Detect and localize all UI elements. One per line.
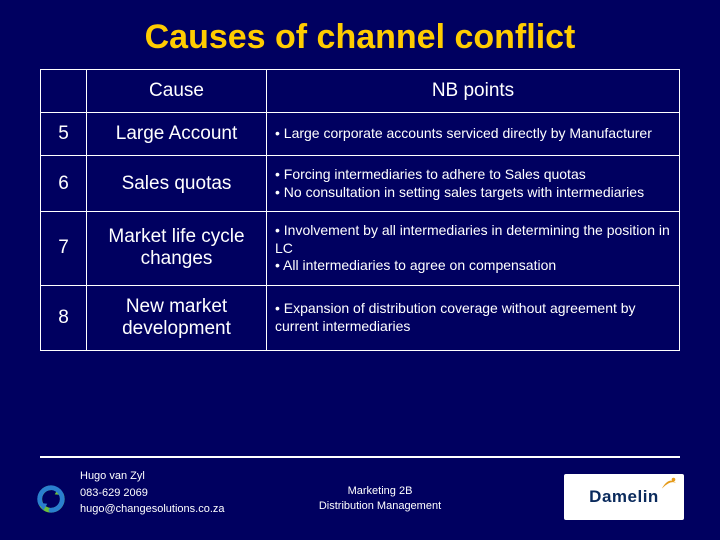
brand-name: Damelin	[589, 487, 659, 507]
table-row: 6 Sales quotas • Forcing intermediaries …	[41, 156, 680, 212]
author-phone: 083-629 2069	[80, 485, 225, 502]
col-header-blank	[41, 70, 87, 113]
slide-footer: Hugo van Zyl 083-629 2069 hugo@changesol…	[0, 456, 720, 540]
row-num: 8	[41, 285, 87, 350]
row-num: 5	[41, 113, 87, 156]
swoosh-icon	[660, 476, 678, 494]
row-cause: Large Account	[87, 113, 267, 156]
course-line2: Distribution Management	[300, 499, 460, 514]
row-num: 7	[41, 212, 87, 286]
brand-logo: Damelin	[564, 474, 684, 520]
table-row: 7 Market life cycle changes • Involvemen…	[41, 212, 680, 286]
table-row: 8 New market development • Expansion of …	[41, 285, 680, 350]
footer-divider	[40, 456, 680, 458]
course-line1: Marketing 2B	[300, 484, 460, 499]
course-block: Marketing 2B Distribution Management	[300, 484, 460, 515]
row-num: 6	[41, 156, 87, 212]
slide-title: Causes of channel conflict	[0, 0, 720, 69]
refresh-icon	[36, 484, 66, 514]
row-points: • Forcing intermediaries to adhere to Sa…	[267, 156, 680, 212]
table-header-row: Cause NB points	[41, 70, 680, 113]
row-points: • Large corporate accounts serviced dire…	[267, 113, 680, 156]
row-cause: Sales quotas	[87, 156, 267, 212]
row-cause: Market life cycle changes	[87, 212, 267, 286]
author-name: Hugo van Zyl	[80, 468, 225, 485]
row-points: • Involvement by all intermediaries in d…	[267, 212, 680, 286]
author-block: Hugo van Zyl 083-629 2069 hugo@changesol…	[80, 468, 225, 518]
row-points: • Expansion of distribution coverage wit…	[267, 285, 680, 350]
col-header-points: NB points	[267, 70, 680, 113]
table-row: 5 Large Account • Large corporate accoun…	[41, 113, 680, 156]
conflict-table: Cause NB points 5 Large Account • Large …	[40, 69, 680, 351]
author-email: hugo@changesolutions.co.za	[80, 501, 225, 518]
row-cause: New market development	[87, 285, 267, 350]
col-header-cause: Cause	[87, 70, 267, 113]
